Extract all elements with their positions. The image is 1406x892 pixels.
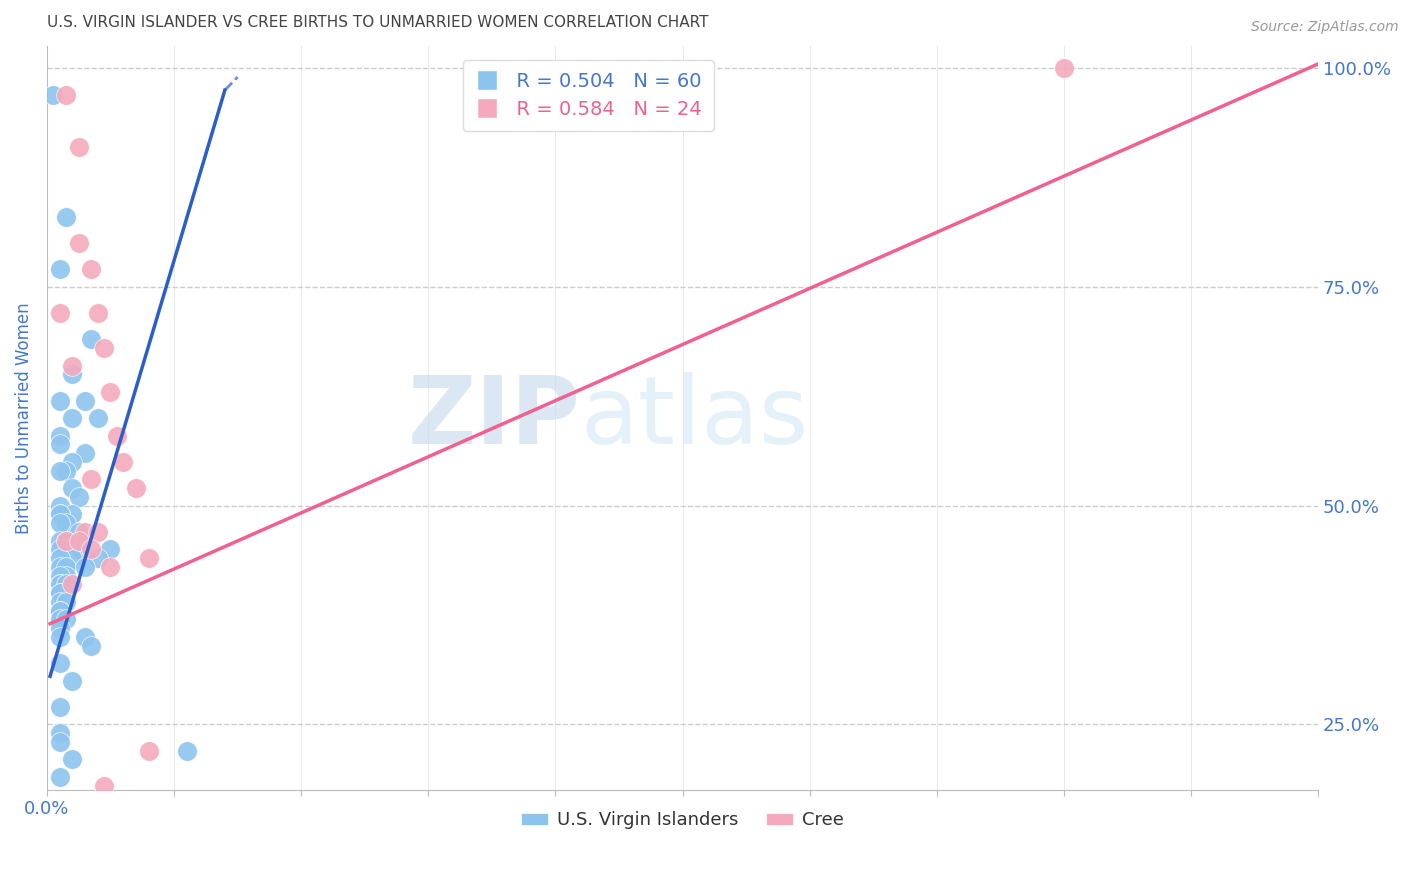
Point — [55, 568, 77, 582]
Point — [1053, 62, 1076, 76]
Point — [55, 533, 77, 548]
Point — [112, 455, 135, 469]
Point — [176, 743, 198, 757]
Point — [73, 393, 96, 408]
Point — [48, 516, 70, 530]
Point — [48, 726, 70, 740]
Point — [48, 542, 70, 557]
Point — [48, 428, 70, 442]
Y-axis label: Births to Unmarried Women: Births to Unmarried Women — [15, 302, 32, 534]
Legend: U.S. Virgin Islanders, Cree: U.S. Virgin Islanders, Cree — [515, 805, 851, 837]
Point — [67, 524, 90, 539]
Point — [73, 446, 96, 460]
Point — [60, 508, 83, 522]
Point — [48, 560, 70, 574]
Point — [48, 656, 70, 670]
Point — [87, 306, 110, 320]
Point — [73, 560, 96, 574]
Point — [48, 568, 70, 582]
Point — [87, 551, 110, 566]
Point — [55, 210, 77, 224]
Point — [73, 524, 96, 539]
Point — [67, 236, 90, 251]
Point — [48, 735, 70, 749]
Point — [55, 560, 77, 574]
Point — [55, 533, 77, 548]
Text: atlas: atlas — [581, 372, 808, 464]
Point — [125, 481, 148, 495]
Point — [138, 551, 160, 566]
Point — [60, 577, 83, 591]
Point — [67, 140, 90, 154]
Point — [80, 542, 103, 557]
Point — [60, 673, 83, 688]
Point — [55, 577, 77, 591]
Point — [48, 630, 70, 644]
Point — [48, 604, 70, 618]
Point — [55, 595, 77, 609]
Point — [80, 639, 103, 653]
Point — [55, 87, 77, 102]
Point — [100, 560, 122, 574]
Point — [80, 472, 103, 486]
Point — [55, 516, 77, 530]
Point — [48, 464, 70, 478]
Point — [48, 508, 70, 522]
Point — [42, 87, 65, 102]
Point — [48, 551, 70, 566]
Point — [48, 612, 70, 626]
Point — [48, 770, 70, 784]
Point — [48, 586, 70, 600]
Text: ZIP: ZIP — [408, 372, 581, 464]
Point — [48, 621, 70, 635]
Point — [67, 542, 90, 557]
Point — [138, 743, 160, 757]
Point — [60, 359, 83, 373]
Point — [87, 524, 110, 539]
Point — [48, 533, 70, 548]
Text: U.S. VIRGIN ISLANDER VS CREE BIRTHS TO UNMARRIED WOMEN CORRELATION CHART: U.S. VIRGIN ISLANDER VS CREE BIRTHS TO U… — [46, 15, 709, 30]
Point — [48, 595, 70, 609]
Point — [60, 551, 83, 566]
Text: Source: ZipAtlas.com: Source: ZipAtlas.com — [1251, 20, 1399, 34]
Point — [80, 262, 103, 277]
Point — [48, 393, 70, 408]
Point — [48, 604, 70, 618]
Point — [48, 577, 70, 591]
Point — [93, 779, 115, 793]
Point — [60, 455, 83, 469]
Point — [105, 428, 128, 442]
Point — [100, 542, 122, 557]
Point — [67, 533, 90, 548]
Point — [80, 333, 103, 347]
Point — [60, 481, 83, 495]
Point — [48, 499, 70, 513]
Point — [48, 508, 70, 522]
Point — [48, 306, 70, 320]
Point — [48, 577, 70, 591]
Point — [73, 630, 96, 644]
Point — [48, 262, 70, 277]
Point — [60, 752, 83, 766]
Point — [55, 464, 77, 478]
Point — [48, 699, 70, 714]
Point — [100, 384, 122, 399]
Point — [67, 490, 90, 504]
Point — [48, 437, 70, 451]
Point — [48, 586, 70, 600]
Point — [60, 411, 83, 425]
Point — [55, 612, 77, 626]
Point — [60, 368, 83, 382]
Point — [93, 341, 115, 355]
Point — [87, 411, 110, 425]
